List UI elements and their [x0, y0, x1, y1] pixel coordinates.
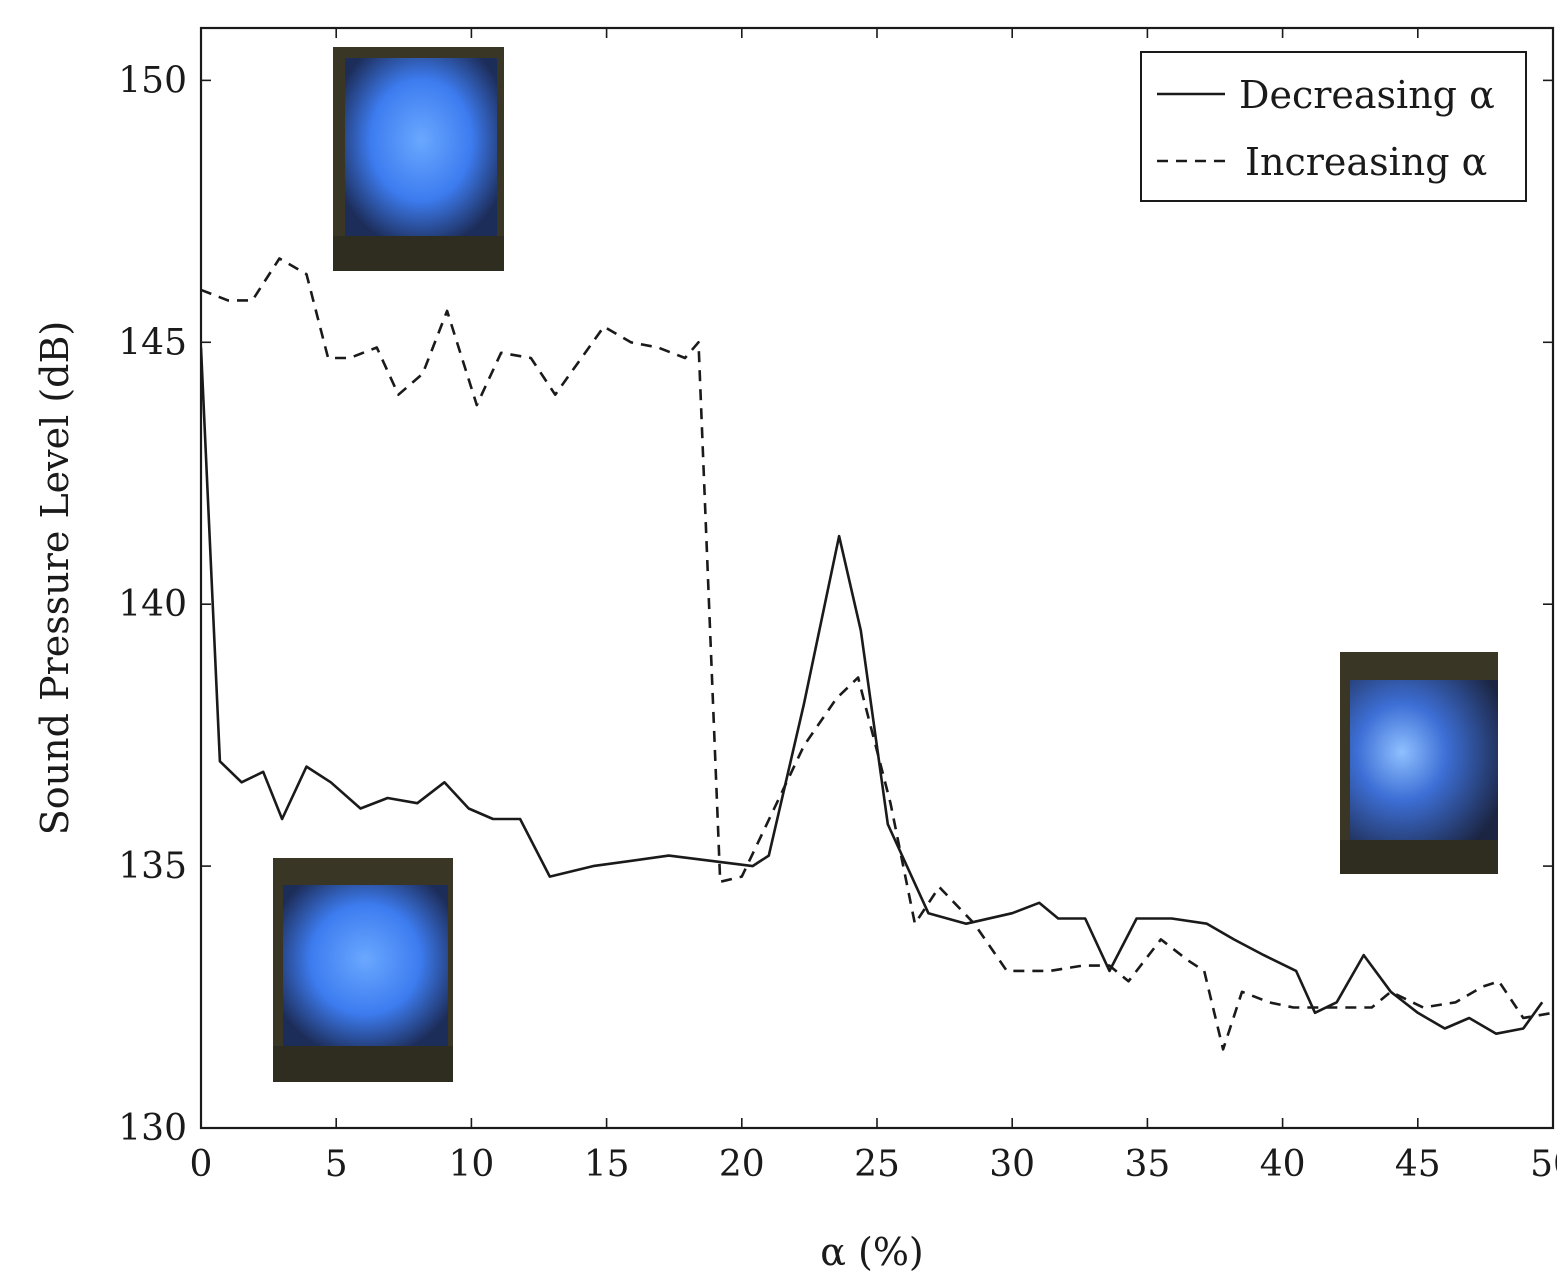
x-axis-label: α (%): [820, 1230, 924, 1274]
x-tick-label: 15: [584, 1144, 630, 1185]
ticks-layer: 0 5 10 15 20 25 30 35 40 45 50 130 135 140 145 150: [118, 28, 1557, 1185]
legend-label-increasing: Increasing α: [1245, 140, 1487, 184]
flame-image-right: [1340, 652, 1498, 874]
series-line-decreasing: [201, 347, 1544, 1035]
x-tick-label: 0: [190, 1144, 213, 1185]
y-tick-label: 140: [118, 584, 187, 625]
y-tick-label: 145: [118, 322, 187, 363]
x-tick-label: 30: [989, 1144, 1035, 1185]
x-tick-label: 35: [1124, 1144, 1170, 1185]
series-line-increasing: [201, 257, 1553, 1051]
flame-images: [273, 47, 1498, 1082]
flame-image-bottom-left: [273, 858, 453, 1082]
y-tick-label: 135: [118, 846, 187, 887]
x-tick-label: 20: [719, 1144, 765, 1185]
x-tick-label: 40: [1260, 1144, 1306, 1185]
y-axis-label: Sound Pressure Level (dB): [33, 321, 77, 836]
series-layer: [201, 257, 1553, 1051]
x-tick-label: 5: [325, 1144, 348, 1185]
x-tick-label: 10: [448, 1144, 494, 1185]
y-tick-label: 130: [118, 1108, 187, 1149]
legend-box: [1140, 51, 1527, 202]
x-tick-label: 25: [854, 1144, 900, 1185]
legend-label-decreasing: Decreasing α: [1239, 73, 1495, 117]
x-tick-label: 50: [1530, 1144, 1557, 1185]
x-tick-label: 45: [1395, 1144, 1441, 1185]
legend: Decreasing α Increasing α: [1140, 51, 1527, 202]
flame-image-top-left: [333, 47, 504, 271]
y-tick-label: 150: [118, 60, 187, 101]
